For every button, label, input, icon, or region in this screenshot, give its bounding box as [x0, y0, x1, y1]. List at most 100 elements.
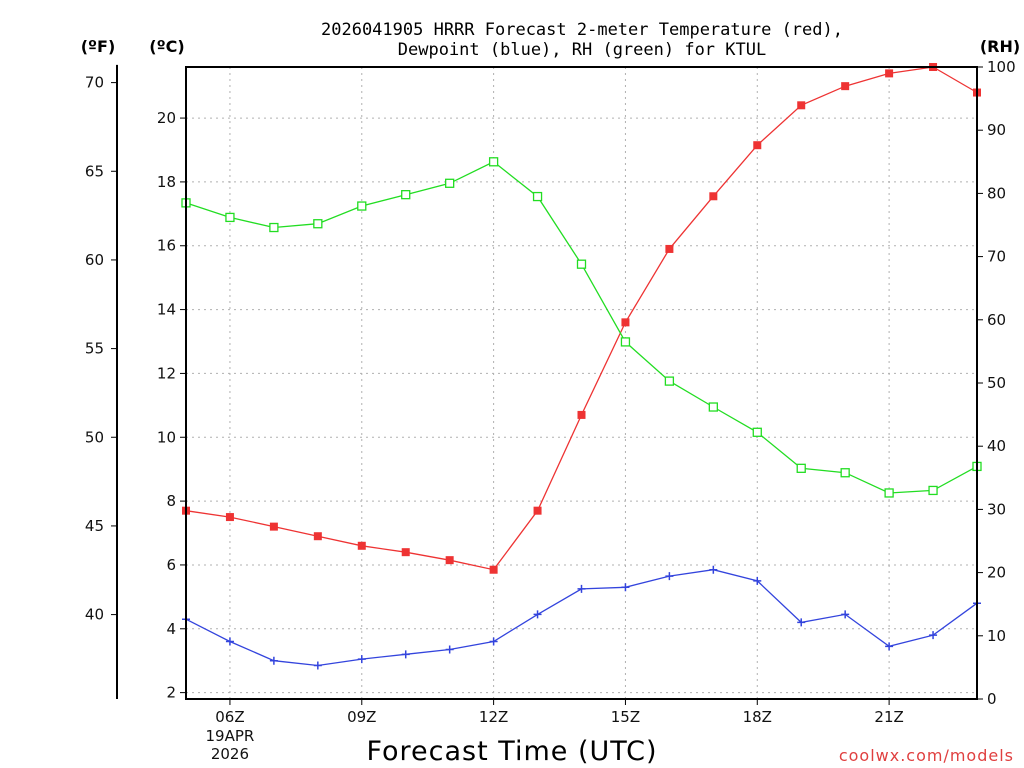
celsius-tick-label: 16 — [157, 237, 176, 255]
rh-marker — [225, 212, 235, 223]
temperature-marker — [797, 101, 806, 110]
grid-lines — [186, 67, 977, 699]
temperature-marker — [665, 244, 674, 253]
rh-marker — [532, 191, 543, 202]
watermark: coolwx.com/models — [839, 746, 1014, 765]
celsius-tick-label: 12 — [157, 364, 176, 382]
x-tick-label: 15Z — [611, 708, 640, 726]
dewpoint-marker — [533, 610, 542, 619]
fahrenheit-tick-label: 65 — [85, 162, 104, 180]
dewpoint-marker — [621, 583, 630, 592]
fahrenheit-tick-label: 55 — [85, 340, 104, 358]
rh-marker — [708, 402, 718, 412]
dewpoint-marker — [753, 576, 762, 585]
temperature-marker — [533, 506, 542, 515]
rh-tick-label: 30 — [987, 500, 1006, 518]
x-tick-label: 09Z — [347, 708, 376, 726]
celsius-tick-label: 10 — [157, 428, 176, 446]
rh-marker — [796, 463, 806, 473]
dewpoint-series — [182, 565, 981, 670]
rh-tick-label: 10 — [987, 627, 1006, 645]
celsius-tick-label: 6 — [166, 556, 176, 574]
rh-tick-label: 50 — [987, 374, 1006, 392]
chart-title-line2: Dewpoint (blue), RH (green) for KTUL — [398, 40, 766, 60]
date-label-day: 19APR — [206, 727, 255, 745]
rh-tick-label: 0 — [987, 690, 997, 708]
fahrenheit-tick-label: 60 — [85, 251, 104, 269]
dewpoint-marker — [841, 610, 850, 619]
rh-tick-label: 40 — [987, 437, 1006, 455]
dewpoint-marker — [357, 655, 366, 664]
celsius-unit-label: (ºC) — [149, 37, 184, 56]
rh-marker — [313, 219, 323, 229]
temperature-line — [185, 66, 978, 571]
date-label-year: 2026 — [211, 745, 249, 763]
temperature-marker — [269, 522, 278, 531]
temperature-marker — [489, 565, 498, 574]
x-axis-title: Forecast Time (UTC) — [366, 736, 657, 767]
celsius-tick-label: 8 — [166, 492, 176, 510]
x-tick-label: 12Z — [479, 708, 508, 726]
rh-tick-label: 100 — [987, 58, 1016, 76]
rh-series — [181, 157, 982, 498]
dewpoint-marker — [797, 618, 806, 627]
rh-axis: 0 10 20 30 40 50 60 70 80 90 100 — [977, 58, 1016, 708]
temperature-series — [182, 63, 981, 574]
plot-frame — [185, 66, 978, 700]
rh-tick-label: 80 — [987, 184, 1006, 202]
dewpoint-marker — [401, 650, 410, 659]
dewpoint-line — [185, 569, 978, 667]
temperature-marker — [225, 513, 234, 522]
celsius-axis: 2 4 6 8 10 12 14 16 18 20 — [157, 109, 186, 702]
rh-marker — [488, 157, 499, 167]
temperature-marker — [841, 82, 850, 91]
temperature-marker — [621, 318, 630, 327]
rh-tick-label: 20 — [987, 564, 1006, 582]
rh-marker — [357, 201, 367, 211]
fahrenheit-tick-label: 50 — [85, 428, 104, 446]
dewpoint-marker — [269, 656, 278, 665]
rh-unit-label: (RH) — [980, 37, 1020, 56]
dewpoint-marker — [709, 565, 718, 574]
celsius-tick-label: 4 — [166, 620, 176, 638]
rh-marker — [620, 337, 631, 347]
rh-marker — [664, 376, 675, 386]
x-tick-label: 18Z — [743, 708, 772, 726]
rh-tick-label: 60 — [987, 311, 1006, 329]
fahrenheit-tick-label: 70 — [85, 74, 104, 92]
fahrenheit-unit-label: (ºF) — [81, 37, 116, 56]
temperature-marker — [445, 556, 454, 565]
rh-marker — [576, 259, 587, 269]
rh-marker — [928, 485, 938, 496]
temperature-marker — [577, 410, 586, 419]
temperature-marker — [709, 192, 718, 201]
rh-tick-label: 70 — [987, 248, 1006, 266]
temperature-marker — [885, 69, 894, 78]
dewpoint-marker — [489, 637, 498, 646]
rh-marker — [840, 468, 850, 478]
dewpoint-marker — [445, 645, 454, 654]
rh-marker — [884, 488, 894, 498]
dewpoint-marker — [577, 584, 586, 593]
dewpoint-marker — [885, 642, 894, 651]
rh-marker — [269, 222, 279, 233]
dewpoint-marker — [665, 572, 674, 581]
celsius-tick-label: 20 — [157, 109, 176, 127]
x-tick-label: 06Z — [215, 708, 244, 726]
x-tick-label: 21Z — [874, 708, 903, 726]
rh-marker — [445, 178, 455, 188]
fahrenheit-tick-label: 40 — [85, 606, 104, 624]
celsius-tick-label: 2 — [166, 684, 176, 702]
dewpoint-marker — [225, 637, 234, 646]
chart-title-line1: 2026041905 HRRR Forecast 2-meter Tempera… — [321, 20, 843, 40]
dewpoint-marker — [929, 631, 938, 640]
rh-marker — [401, 190, 411, 200]
series-layer — [181, 63, 982, 670]
fahrenheit-tick-label: 45 — [85, 517, 104, 535]
dewpoint-marker — [313, 661, 322, 670]
celsius-tick-label: 14 — [157, 301, 176, 319]
fahrenheit-axis: 40 45 50 55 60 65 70 — [85, 64, 118, 699]
celsius-tick-label: 18 — [157, 173, 176, 191]
